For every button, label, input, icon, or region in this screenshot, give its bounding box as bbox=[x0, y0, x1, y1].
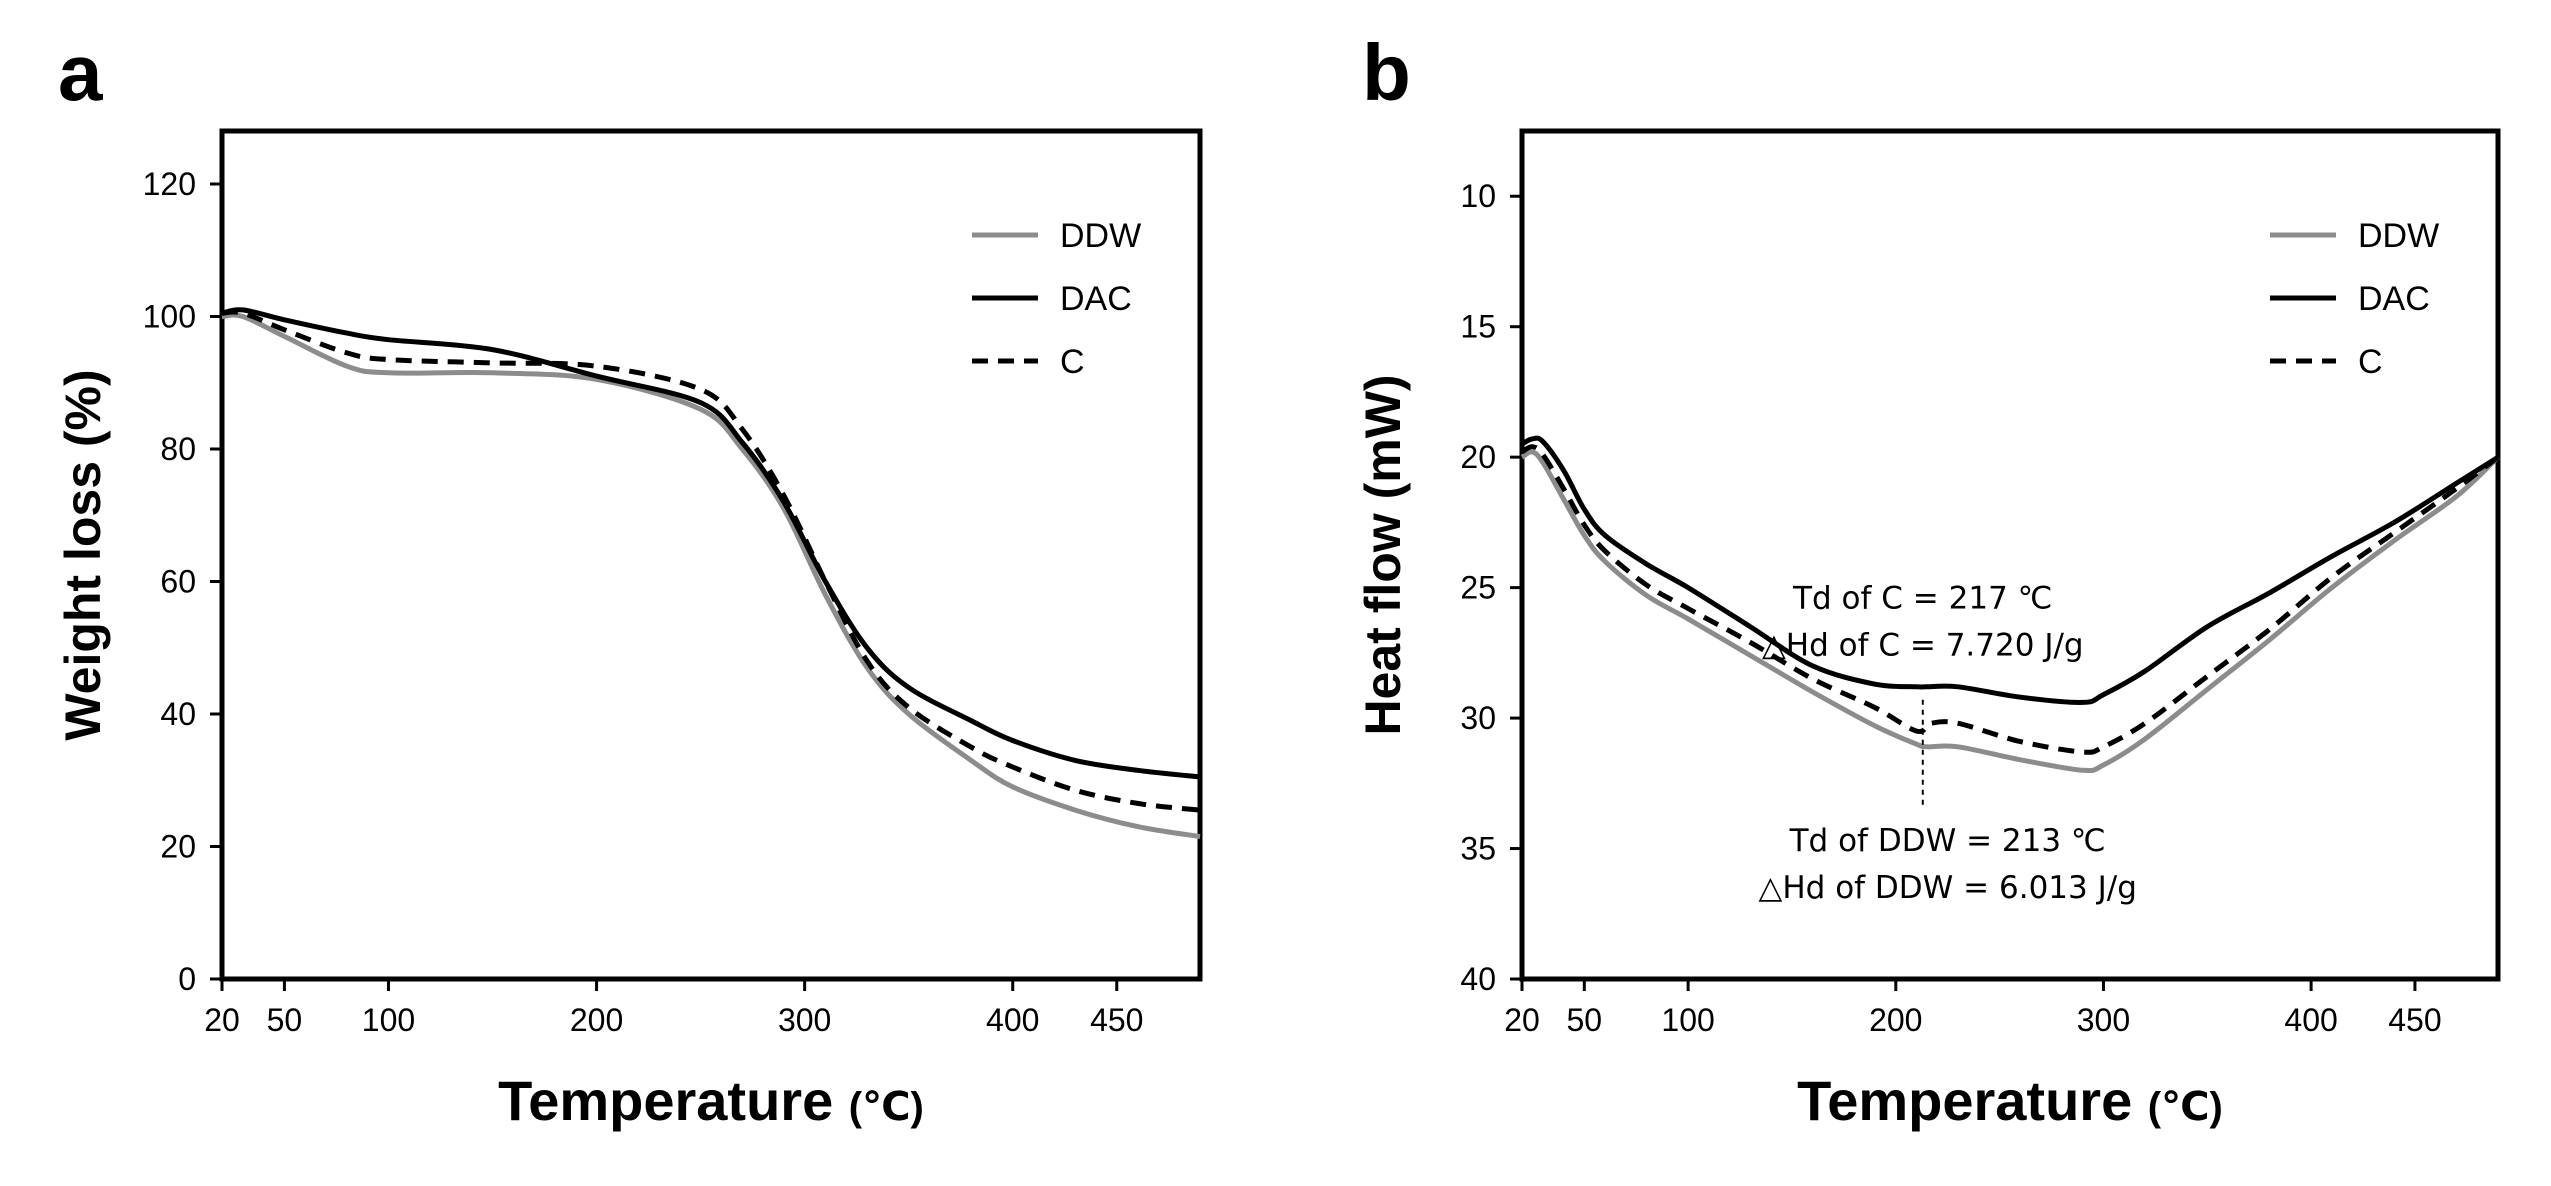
x-tick-label: 400 bbox=[2284, 1002, 2337, 1038]
panel-b-labels: Heat flow (mW) Temperature (℃) bbox=[1355, 374, 2223, 1132]
annotation-1-line1: Td of C = 217 ℃ bbox=[1792, 580, 2052, 616]
panel-b-letter: b bbox=[1362, 28, 1411, 117]
x-tick-label: 100 bbox=[362, 1002, 415, 1038]
x-tick-label: 50 bbox=[267, 1002, 303, 1038]
y-axis-label: Weight loss (%) bbox=[55, 369, 111, 740]
x-tick-label: 200 bbox=[570, 1002, 623, 1038]
x-tick-label: 400 bbox=[986, 1002, 1039, 1038]
y-tick-label: 35 bbox=[1460, 831, 1496, 867]
legend-label-dac: DAC bbox=[2358, 280, 2430, 318]
panel-a-legend: DDW DAC C bbox=[972, 217, 1141, 381]
panel-b-plot-frame bbox=[1519, 128, 2501, 982]
annotation-2-line1: Td of DDW = 213 ℃ bbox=[1789, 823, 2106, 859]
series-line-dac bbox=[1520, 435, 2500, 705]
y-tick-label: 120 bbox=[143, 166, 196, 202]
x-tick-label: 200 bbox=[1869, 1002, 1922, 1038]
annotation-1-line2: △Hd of C = 7.720 J/g bbox=[1762, 627, 2084, 663]
legend-label-ddw: DDW bbox=[2358, 217, 2439, 255]
series-line-dac bbox=[221, 307, 1201, 780]
x-tick-label: 300 bbox=[2077, 1002, 2130, 1038]
x-tick-label: 100 bbox=[1661, 1002, 1714, 1038]
panel-a-plot-frame bbox=[219, 128, 1203, 982]
series-line-c bbox=[1520, 444, 2500, 755]
x-axis-label: Temperature (℃) bbox=[1797, 1069, 2223, 1132]
x-axis-label-unit: (℃) bbox=[2148, 1085, 2223, 1129]
panel-b-series bbox=[1520, 435, 2500, 774]
x-axis-label-unit: (℃) bbox=[849, 1085, 924, 1129]
legend-label-dac: DAC bbox=[1060, 280, 1132, 318]
y-tick-label: 10 bbox=[1460, 178, 1496, 214]
legend-label-c: C bbox=[1060, 343, 1085, 381]
legend-label-c: C bbox=[2358, 343, 2383, 381]
x-axis-label: Temperature (℃) bbox=[498, 1069, 924, 1132]
y-tick-label: 30 bbox=[1460, 700, 1496, 736]
y-tick-label: 40 bbox=[1460, 961, 1496, 997]
panel-a-series bbox=[221, 307, 1201, 840]
y-tick-label: 40 bbox=[160, 696, 196, 732]
series-line-c bbox=[221, 309, 1201, 813]
x-tick-label: 20 bbox=[204, 1002, 240, 1038]
panel-b-annotations: Td of C = 217 ℃ △Hd of C = 7.720 J/g Td of… bbox=[1759, 580, 2137, 906]
y-tick-label: 60 bbox=[160, 564, 196, 600]
y-tick-label: 25 bbox=[1460, 570, 1496, 606]
x-tick-label: 450 bbox=[1090, 1002, 1143, 1038]
y-axis-label: Heat flow (mW) bbox=[1355, 374, 1411, 735]
x-axis-label-text: Temperature bbox=[498, 1069, 849, 1132]
panel-b: b 20 50 100 200 300 400 450 10 15 20 25 30 35 40 Td o… bbox=[1355, 28, 2501, 1132]
series-line-ddw bbox=[221, 312, 1201, 840]
y-tick-label: 100 bbox=[143, 299, 196, 335]
legend-label-ddw: DDW bbox=[1060, 217, 1141, 255]
y-tick-label: 15 bbox=[1460, 309, 1496, 345]
x-tick-label: 450 bbox=[2388, 1002, 2441, 1038]
series-line-ddw bbox=[1520, 449, 2500, 774]
y-tick-label: 20 bbox=[1460, 439, 1496, 475]
panel-b-ticks: 20 50 100 200 300 400 450 10 15 20 25 30 35 40 bbox=[1460, 178, 2441, 1038]
annotation-2-line2: △Hd of DDW = 6.013 J/g bbox=[1759, 870, 2137, 906]
panel-a-labels: Weight loss (%) Temperature (℃) bbox=[55, 369, 924, 1132]
x-tick-label: 50 bbox=[1567, 1002, 1603, 1038]
x-tick-label: 300 bbox=[778, 1002, 831, 1038]
x-tick-label: 20 bbox=[1504, 1002, 1540, 1038]
x-axis-label-text: Temperature bbox=[1797, 1069, 2148, 1132]
panel-b-legend: DDW DAC C bbox=[2270, 217, 2439, 381]
y-tick-label: 80 bbox=[160, 431, 196, 467]
y-tick-label: 0 bbox=[178, 961, 196, 997]
y-tick-label: 20 bbox=[160, 829, 196, 865]
panel-a-letter: a bbox=[58, 28, 103, 117]
